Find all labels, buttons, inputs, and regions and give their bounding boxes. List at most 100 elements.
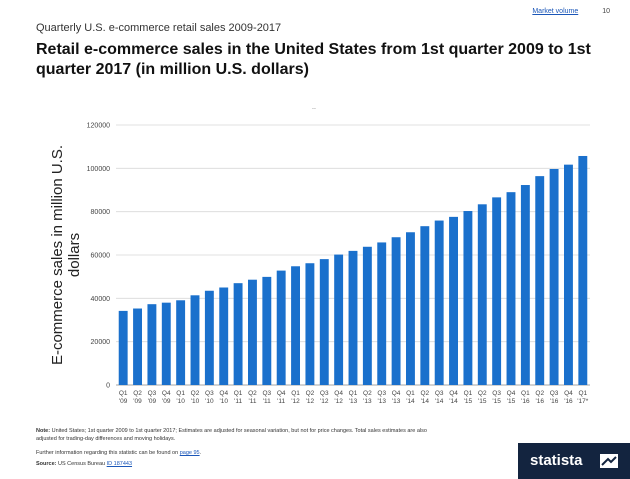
x-tick-label-year: '12 <box>306 398 315 405</box>
bar <box>291 266 300 385</box>
x-tick-label: Q4 <box>392 390 401 397</box>
x-tick-label: Q1 <box>119 390 128 397</box>
y-tick-label: 100000 <box>87 166 110 173</box>
bar <box>520 185 530 385</box>
y-axis-title-line1: E-commerce sales in million U.S. <box>49 145 66 365</box>
bar <box>377 242 387 385</box>
x-tick-label: Q4 <box>334 390 343 397</box>
y-tick-label: 20000 <box>91 339 111 346</box>
x-tick-label-year: '13 <box>349 398 358 405</box>
bar <box>420 226 430 385</box>
bar <box>535 176 545 385</box>
x-tick-label-year: '11 <box>277 398 285 405</box>
brand-name: statista <box>530 452 583 469</box>
x-tick-label: Q3 <box>320 390 329 397</box>
x-tick-label-year: '16 <box>564 398 573 405</box>
bar <box>248 279 257 385</box>
y-axis-title-line2: dollars <box>66 233 83 277</box>
y-axis-title: E-commerce sales in million U.S. dollars <box>49 145 83 365</box>
x-tick-label: Q2 <box>248 390 257 397</box>
x-tick-label: Q2 <box>535 390 544 397</box>
bar <box>348 250 358 385</box>
x-tick-label-year: '09 <box>162 398 171 405</box>
x-tick-label-year: '10 <box>176 398 185 405</box>
bar-chart: 020000400006000080000100000120000Q1'09Q2… <box>49 123 590 405</box>
market-volume-link[interactable]: Market volume <box>532 8 579 15</box>
x-tick-label: Q4 <box>162 390 171 397</box>
bar <box>147 304 157 385</box>
y-tick-label: 60000 <box>91 253 111 260</box>
x-tick-label-year: '14 <box>421 398 430 405</box>
x-tick-label: Q4 <box>564 390 573 397</box>
x-tick-label-year: '14 <box>406 398 415 405</box>
bar <box>549 168 559 385</box>
x-tick-label: Q3 <box>148 390 157 397</box>
x-tick-label-year: '14 <box>449 398 458 405</box>
x-tick-label: Q3 <box>205 390 214 397</box>
top-nav: Market volume 10 <box>532 8 610 15</box>
x-tick-label-year: '11 <box>263 398 271 405</box>
x-tick-label: Q1 <box>291 390 300 397</box>
x-tick-label: Q1 <box>578 390 587 397</box>
chart-dots: .. <box>312 104 316 111</box>
x-tick-label-year: '15 <box>492 398 501 405</box>
x-tick-label-year: '11 <box>234 398 242 405</box>
x-tick-label: Q3 <box>262 390 271 397</box>
x-tick-label: Q4 <box>277 390 286 397</box>
x-tick-label: Q2 <box>478 390 487 397</box>
bar <box>406 232 415 385</box>
page-link[interactable]: page 95 <box>179 450 200 456</box>
x-tick-label: Q2 <box>133 390 142 397</box>
x-tick-label: Q1 <box>349 390 358 397</box>
bar <box>276 270 286 385</box>
x-tick-label-year: '09 <box>148 398 157 405</box>
bar <box>133 308 142 385</box>
bar <box>305 263 315 385</box>
x-tick-label: Q2 <box>363 390 372 397</box>
bar <box>434 220 444 385</box>
bar <box>334 254 344 385</box>
x-tick-label: Q4 <box>219 390 228 397</box>
note-label: Note: <box>36 428 51 434</box>
bar <box>449 216 458 385</box>
bar <box>262 276 272 385</box>
x-tick-label-year: '15 <box>478 398 487 405</box>
x-tick-label: Q3 <box>377 390 386 397</box>
x-tick-label: Q1 <box>521 390 530 397</box>
page-number: 10 <box>602 8 610 15</box>
x-tick-label: Q2 <box>306 390 315 397</box>
x-tick-label-year: '16 <box>550 398 559 405</box>
x-tick-label: Q1 <box>234 390 243 397</box>
statista-mark-icon <box>600 454 618 468</box>
x-tick-label-year: '13 <box>363 398 372 405</box>
y-tick-label: 0 <box>106 383 110 390</box>
y-tick-label: 40000 <box>91 296 111 303</box>
x-tick-label-year: '11 <box>248 398 256 405</box>
page-subtitle: Quarterly U.S. e-commerce retail sales 2… <box>36 22 282 34</box>
y-tick-label: 80000 <box>91 209 111 216</box>
note-text: United States; 1st quarter 2009 to 1st q… <box>36 428 427 442</box>
x-tick-label-year: '12 <box>334 398 343 405</box>
source-id-link[interactable]: ID 187443 <box>106 461 133 467</box>
page-title: Retail e-commerce sales in the United St… <box>36 41 591 78</box>
x-tick-label-year: '13 <box>377 398 386 405</box>
x-tick-label-year: '12 <box>320 398 329 405</box>
x-tick-label-year: '12 <box>291 398 300 405</box>
x-tick-label-year: '10 <box>191 398 200 405</box>
x-tick-label: Q4 <box>507 390 516 397</box>
bar <box>362 246 372 385</box>
x-tick-label-year: '15 <box>507 398 516 405</box>
x-tick-label-year: '13 <box>392 398 401 405</box>
x-tick-label-year: '16 <box>521 398 530 405</box>
bar <box>477 204 487 385</box>
bar <box>578 155 588 385</box>
bar <box>219 287 229 385</box>
bar <box>161 302 171 385</box>
bar <box>176 300 186 385</box>
further-info: Further information regarding this stati… <box>36 450 201 458</box>
bar <box>492 197 502 385</box>
x-tick-label-year: '14 <box>435 398 444 405</box>
bar <box>190 295 200 385</box>
x-tick-label-year: '10 <box>205 398 214 405</box>
further-end: . <box>199 450 202 456</box>
